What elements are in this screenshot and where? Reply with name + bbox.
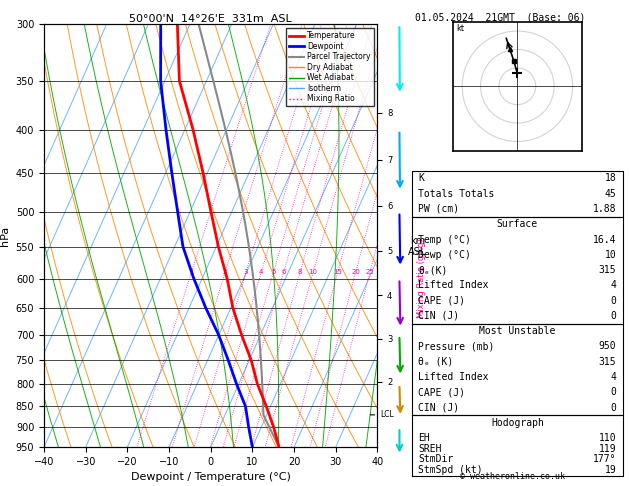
Text: 01.05.2024  21GMT  (Base: 06): 01.05.2024 21GMT (Base: 06) (415, 12, 586, 22)
Y-axis label: km
ASL: km ASL (408, 236, 426, 257)
Legend: Temperature, Dewpoint, Parcel Trajectory, Dry Adiabat, Wet Adiabat, Isotherm, Mi: Temperature, Dewpoint, Parcel Trajectory… (286, 28, 374, 106)
Text: SREH: SREH (418, 444, 442, 454)
Text: StmDir: StmDir (418, 454, 454, 465)
Text: LCL: LCL (381, 410, 394, 419)
Text: 45: 45 (604, 189, 616, 199)
Text: 1: 1 (189, 269, 194, 276)
Text: θₑ (K): θₑ (K) (418, 357, 454, 367)
Text: Lifted Index: Lifted Index (418, 372, 489, 382)
Text: © weatheronline.co.uk: © weatheronline.co.uk (460, 472, 565, 481)
Text: Temp (°C): Temp (°C) (418, 235, 471, 244)
Text: PW (cm): PW (cm) (418, 204, 459, 214)
Text: 8: 8 (298, 269, 303, 276)
Text: Lifted Index: Lifted Index (418, 280, 489, 290)
Text: 25: 25 (365, 269, 374, 276)
Text: 16.4: 16.4 (593, 235, 616, 244)
Text: 177°: 177° (593, 454, 616, 465)
Text: 950: 950 (599, 342, 616, 351)
Text: 5: 5 (271, 269, 276, 276)
Text: Mixing Ratio (g/kg): Mixing Ratio (g/kg) (418, 238, 426, 318)
Text: 0: 0 (611, 295, 616, 306)
Text: 315: 315 (599, 357, 616, 367)
Text: 4: 4 (259, 269, 264, 276)
Text: CIN (J): CIN (J) (418, 402, 459, 413)
Text: 119: 119 (599, 444, 616, 454)
Text: 10: 10 (309, 269, 318, 276)
Text: Hodograph: Hodograph (491, 418, 544, 428)
Text: 18: 18 (604, 174, 616, 183)
Text: CAPE (J): CAPE (J) (418, 295, 465, 306)
Text: 1.88: 1.88 (593, 204, 616, 214)
Text: 0: 0 (611, 387, 616, 397)
Text: Surface: Surface (497, 219, 538, 229)
Text: 0: 0 (611, 311, 616, 321)
Text: 3: 3 (243, 269, 248, 276)
Text: 2: 2 (223, 269, 227, 276)
Text: K: K (418, 174, 424, 183)
Text: EH: EH (418, 433, 430, 443)
X-axis label: Dewpoint / Temperature (°C): Dewpoint / Temperature (°C) (131, 472, 291, 483)
Text: Dewp (°C): Dewp (°C) (418, 250, 471, 260)
Text: kt: kt (457, 24, 465, 33)
Text: 6: 6 (281, 269, 286, 276)
Text: θₑ(K): θₑ(K) (418, 265, 448, 275)
Text: CIN (J): CIN (J) (418, 311, 459, 321)
Title: 50°00'N  14°26'E  331m  ASL: 50°00'N 14°26'E 331m ASL (130, 14, 292, 23)
Text: 0: 0 (611, 402, 616, 413)
Text: CAPE (J): CAPE (J) (418, 387, 465, 397)
Text: 15: 15 (333, 269, 342, 276)
Text: 19: 19 (604, 465, 616, 475)
Text: 4: 4 (611, 280, 616, 290)
Text: StmSpd (kt): StmSpd (kt) (418, 465, 483, 475)
Y-axis label: hPa: hPa (0, 226, 10, 246)
Text: Totals Totals: Totals Totals (418, 189, 494, 199)
Text: 10: 10 (604, 250, 616, 260)
Text: Pressure (mb): Pressure (mb) (418, 342, 494, 351)
Text: 315: 315 (599, 265, 616, 275)
Text: 110: 110 (599, 433, 616, 443)
Text: Most Unstable: Most Unstable (479, 326, 555, 336)
Text: 20: 20 (351, 269, 360, 276)
Text: 4: 4 (611, 372, 616, 382)
